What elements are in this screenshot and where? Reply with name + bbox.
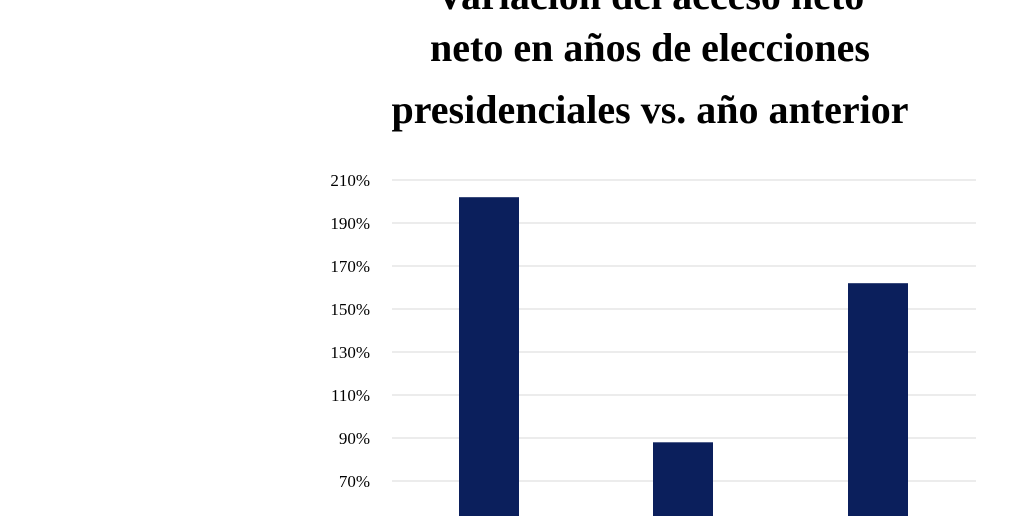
y-tick-label: 130% bbox=[330, 343, 370, 362]
y-tick-label: 110% bbox=[331, 386, 370, 405]
chart-title-line-1: Variación del acceso neto bbox=[290, 0, 1010, 22]
y-tick-label: 150% bbox=[330, 300, 370, 319]
chart-title-line-2: neto en años de elecciones bbox=[430, 25, 870, 70]
y-tick-label: 210% bbox=[330, 171, 370, 190]
chart-title-line-3: presidenciales vs. año anterior bbox=[391, 87, 909, 132]
bar bbox=[848, 283, 908, 516]
y-tick-label: 170% bbox=[330, 257, 370, 276]
y-tick-label: 90% bbox=[339, 429, 370, 448]
bar bbox=[459, 197, 519, 516]
y-tick-label: 190% bbox=[330, 214, 370, 233]
y-tick-label: 70% bbox=[339, 472, 370, 491]
bar bbox=[653, 442, 713, 516]
